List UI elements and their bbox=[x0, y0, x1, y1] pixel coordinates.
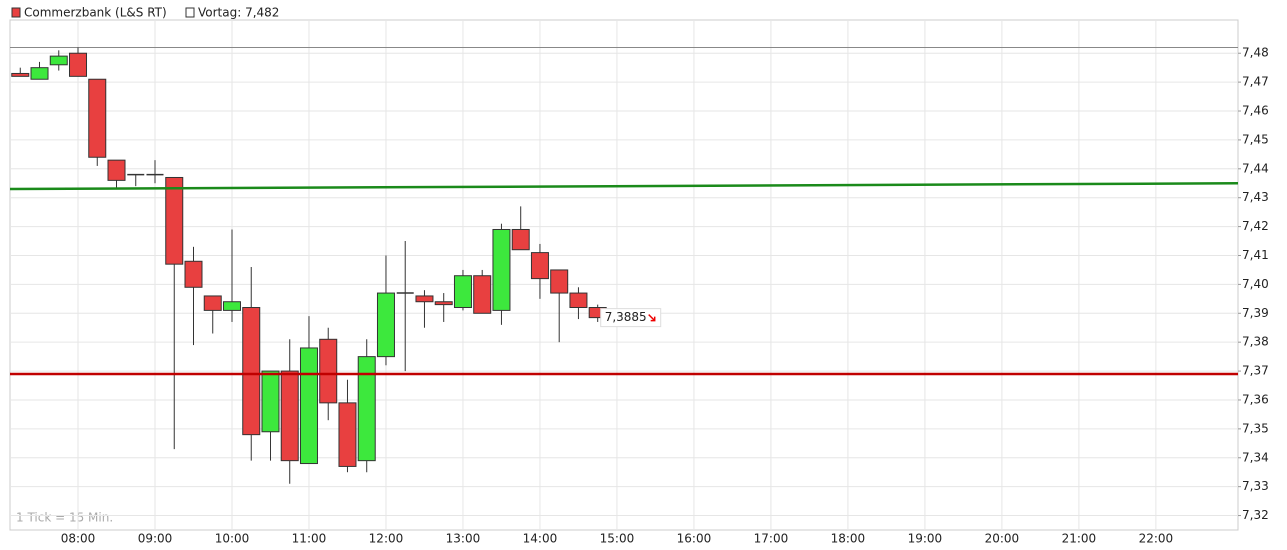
candle-body bbox=[30, 67, 49, 80]
legend-label: Commerzbank (L&S RT) bbox=[24, 6, 167, 20]
horizontal-line bbox=[9, 182, 1239, 191]
y-tick-label: 7,38 bbox=[1242, 335, 1269, 349]
down-arrow bbox=[648, 314, 656, 322]
x-tick-label: 08:00 bbox=[61, 532, 96, 546]
x-tick-label: 10:00 bbox=[215, 532, 250, 546]
candle-body bbox=[415, 295, 434, 303]
x-tick-label: 12:00 bbox=[369, 532, 404, 546]
x-tick-label: 11:00 bbox=[292, 532, 327, 546]
y-tick-label: 7,48 bbox=[1242, 46, 1269, 60]
last-price-box bbox=[600, 308, 662, 328]
y-tick-label: 7,45 bbox=[1242, 132, 1269, 146]
candle-body bbox=[242, 307, 261, 436]
y-tick-label: 7,35 bbox=[1242, 421, 1269, 435]
candle-body bbox=[338, 402, 357, 467]
legend-swatch bbox=[11, 7, 21, 18]
last-price-label: 7,3885 bbox=[605, 310, 647, 324]
x-tick-label: 17:00 bbox=[754, 532, 789, 546]
candle-body bbox=[569, 292, 588, 309]
x-tick-label: 20:00 bbox=[985, 532, 1020, 546]
x-tick-label: 16:00 bbox=[677, 532, 712, 546]
y-tick-label: 7,37 bbox=[1242, 364, 1269, 378]
candle-body bbox=[69, 52, 88, 77]
candle-body bbox=[11, 72, 30, 77]
x-tick-label: 15:00 bbox=[600, 532, 635, 546]
y-tick-label: 7,36 bbox=[1242, 392, 1269, 406]
candle-body bbox=[453, 275, 472, 309]
x-tick-label: 21:00 bbox=[1062, 532, 1097, 546]
candle-body bbox=[107, 159, 126, 181]
candle-body bbox=[203, 295, 222, 311]
y-tick-label: 7,46 bbox=[1242, 104, 1269, 118]
y-tick-label: 7,40 bbox=[1242, 277, 1269, 291]
candle-body bbox=[434, 301, 453, 306]
candle-body bbox=[357, 356, 376, 462]
candle-body bbox=[88, 78, 107, 158]
candle-body bbox=[49, 55, 68, 66]
x-tick-label: 18:00 bbox=[831, 532, 866, 546]
x-tick-label: 22:00 bbox=[1139, 532, 1174, 546]
candle-body bbox=[492, 228, 511, 311]
annotation: 1 Tick = 15 Min. bbox=[16, 511, 113, 525]
candle-body bbox=[376, 292, 395, 358]
legend-swatch bbox=[185, 7, 195, 18]
y-tick-label: 7,44 bbox=[1242, 161, 1269, 175]
candle-body bbox=[280, 370, 299, 462]
y-tick-label: 7,34 bbox=[1242, 450, 1269, 464]
candle-body bbox=[530, 252, 549, 280]
candle-body bbox=[261, 370, 280, 433]
y-tick-label: 7,47 bbox=[1242, 75, 1269, 89]
x-tick-label: 13:00 bbox=[446, 532, 481, 546]
candle-body bbox=[473, 275, 492, 314]
plot-frame bbox=[9, 19, 1239, 531]
y-tick-label: 7,43 bbox=[1242, 190, 1269, 204]
legend-label: Vortag: 7,482 bbox=[198, 6, 279, 20]
candle-body bbox=[222, 301, 241, 311]
y-tick-label: 7,41 bbox=[1242, 248, 1269, 262]
x-tick-label: 19:00 bbox=[908, 532, 943, 546]
x-tick-label: 14:00 bbox=[523, 532, 558, 546]
y-tick-label: 7,39 bbox=[1242, 306, 1269, 320]
candle-body bbox=[165, 176, 184, 265]
candle-body bbox=[184, 260, 203, 288]
candle-body bbox=[511, 228, 530, 251]
y-tick-label: 7,32 bbox=[1242, 508, 1269, 522]
candle-body bbox=[319, 338, 338, 404]
candle-body bbox=[550, 269, 569, 294]
y-tick-label: 7,33 bbox=[1242, 479, 1269, 493]
candle-body bbox=[299, 347, 318, 465]
x-tick-label: 09:00 bbox=[138, 532, 173, 546]
y-tick-label: 7,42 bbox=[1242, 219, 1269, 233]
